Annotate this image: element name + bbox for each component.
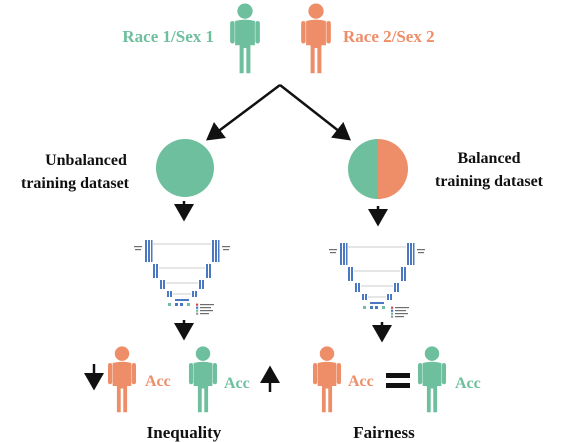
group2-label: Race 2/Sex 2 (343, 27, 435, 46)
equals-sign-icon (386, 373, 410, 388)
split-arrow-right (279, 84, 351, 141)
unbalanced-label-line2: training dataset (21, 175, 130, 192)
acc-label-group2: Acc (348, 373, 374, 390)
person-icon-group1 (230, 3, 260, 74)
unbalanced-label-line1: Unbalanced (45, 152, 127, 169)
person-icon-group2 (301, 3, 331, 74)
acc-label-group2: Acc (145, 373, 171, 390)
balanced-dataset-circle (348, 139, 408, 199)
unet-architecture-icon-right (328, 242, 426, 319)
split-arrow-left (206, 84, 281, 141)
fairness-label: Fairness (353, 423, 415, 442)
balanced-label-line2: training dataset (435, 173, 544, 190)
person-icon-group2 (312, 346, 342, 413)
group1-label: Race 1/Sex 1 (122, 27, 214, 46)
person-icon-group1 (417, 346, 447, 413)
acc-label-group1: Acc (224, 375, 250, 392)
acc-label-group1: Acc (455, 375, 481, 392)
unbalanced-dataset-circle (156, 139, 214, 197)
person-icon-group2 (107, 346, 137, 413)
unet-architecture-icon-left (133, 239, 231, 316)
inequality-label: Inequality (147, 423, 222, 442)
balanced-label-line1: Balanced (457, 150, 520, 167)
person-icon-group1 (188, 346, 218, 413)
